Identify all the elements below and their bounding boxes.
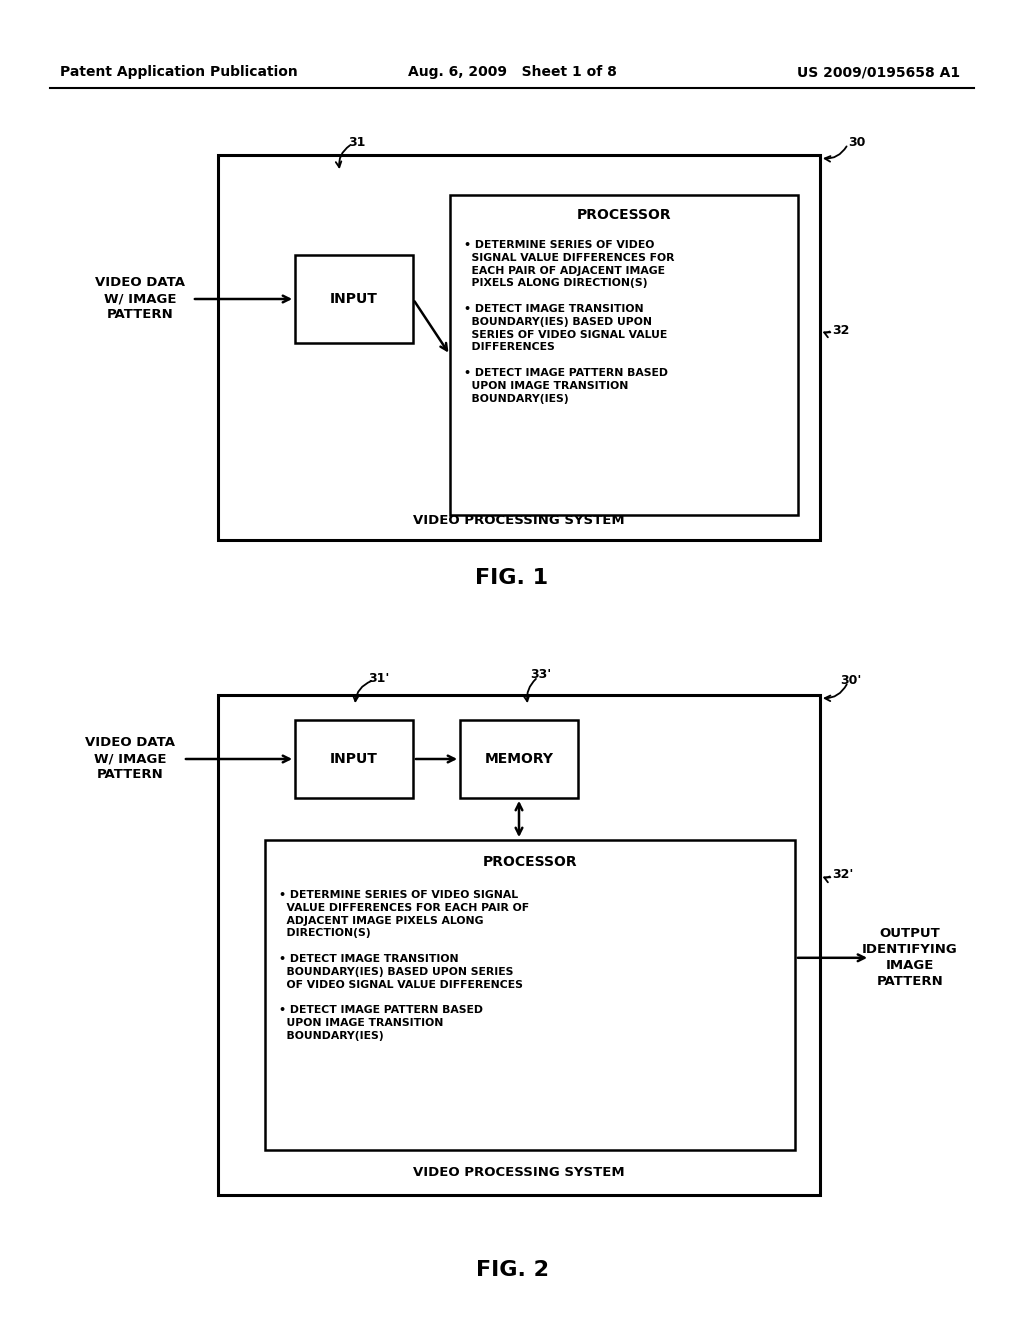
Bar: [450, 195, 798, 515]
Text: MEMORY: MEMORY: [484, 752, 554, 766]
Text: • DETERMINE SERIES OF VIDEO SIGNAL
  VALUE DIFFERENCES FOR EACH PAIR OF
  ADJACE: • DETERMINE SERIES OF VIDEO SIGNAL VALUE…: [279, 890, 529, 1040]
Bar: [295, 719, 413, 799]
Text: INPUT: INPUT: [330, 292, 378, 306]
Text: 32: 32: [831, 323, 849, 337]
Text: VIDEO PROCESSING SYSTEM: VIDEO PROCESSING SYSTEM: [414, 513, 625, 527]
Bar: [460, 719, 578, 799]
Text: INPUT: INPUT: [330, 752, 378, 766]
Text: VIDEO DATA
W/ IMAGE
PATTERN: VIDEO DATA W/ IMAGE PATTERN: [95, 276, 185, 322]
Bar: [265, 840, 795, 1150]
Text: 32': 32': [831, 869, 853, 882]
Text: VIDEO DATA
W/ IMAGE
PATTERN: VIDEO DATA W/ IMAGE PATTERN: [85, 737, 175, 781]
Text: 30: 30: [848, 136, 865, 149]
Bar: [295, 255, 413, 343]
Text: Patent Application Publication: Patent Application Publication: [60, 65, 298, 79]
Bar: [218, 154, 820, 540]
Text: OUTPUT
IDENTIFYING
IMAGE
PATTERN: OUTPUT IDENTIFYING IMAGE PATTERN: [862, 927, 957, 989]
Text: FIG. 2: FIG. 2: [475, 1261, 549, 1280]
Text: US 2009/0195658 A1: US 2009/0195658 A1: [797, 65, 961, 79]
Bar: [218, 696, 820, 1195]
Text: VIDEO PROCESSING SYSTEM: VIDEO PROCESSING SYSTEM: [414, 1167, 625, 1180]
Text: 33': 33': [530, 668, 551, 681]
Text: 30': 30': [840, 673, 861, 686]
Text: 31: 31: [348, 136, 366, 149]
Text: • DETERMINE SERIES OF VIDEO
  SIGNAL VALUE DIFFERENCES FOR
  EACH PAIR OF ADJACE: • DETERMINE SERIES OF VIDEO SIGNAL VALUE…: [464, 240, 675, 404]
Text: PROCESSOR: PROCESSOR: [482, 855, 578, 869]
Text: 31': 31': [368, 672, 389, 685]
Text: Aug. 6, 2009   Sheet 1 of 8: Aug. 6, 2009 Sheet 1 of 8: [408, 65, 616, 79]
Text: FIG. 1: FIG. 1: [475, 568, 549, 587]
Text: PROCESSOR: PROCESSOR: [577, 209, 672, 222]
